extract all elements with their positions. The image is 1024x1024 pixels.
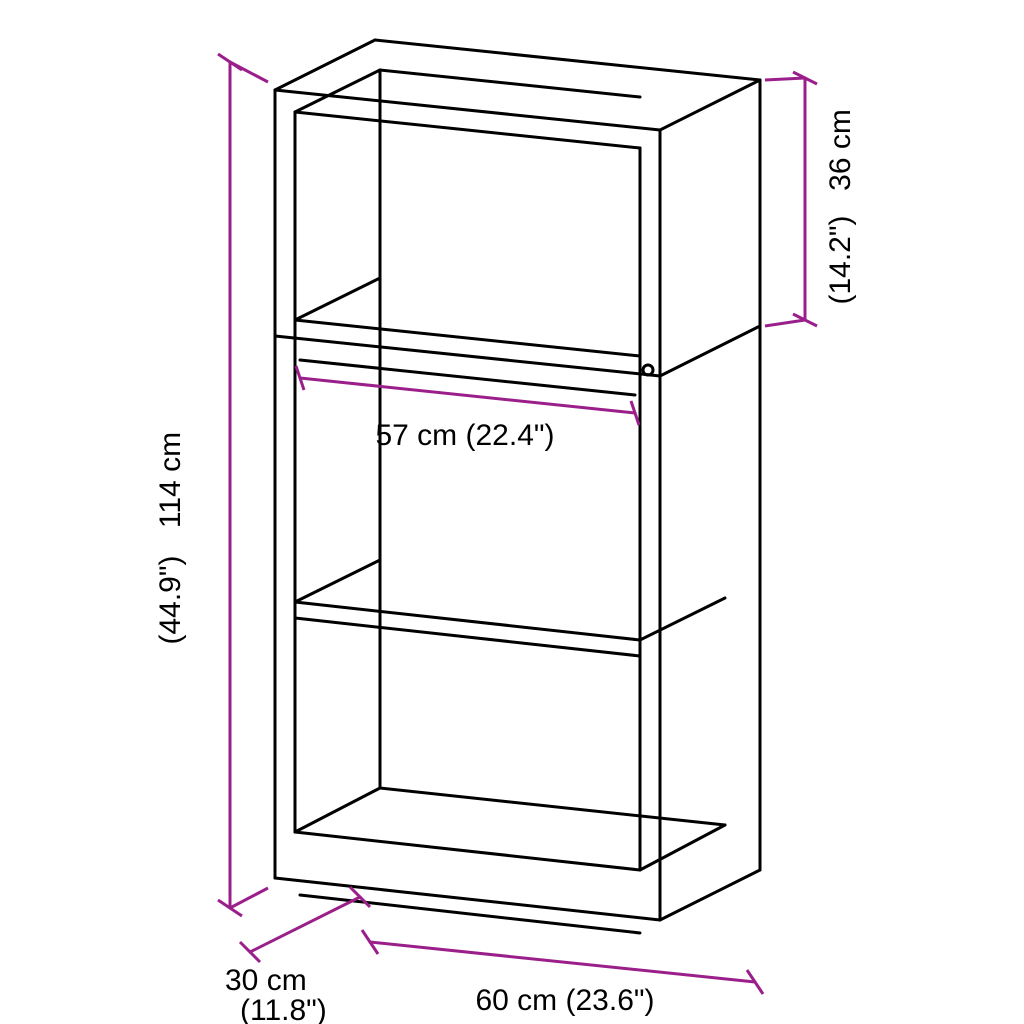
dimension-diagram: 114 cm (44.9") 36 cm (14.2") 57 cm (22.4… [0, 0, 1024, 1024]
dim-height [218, 54, 268, 916]
dimension-labels: 114 cm (44.9") 36 cm (14.2") 57 cm (22.4… [154, 109, 857, 1024]
label-top-cm: 36 cm [824, 109, 857, 191]
label-height-cm: 114 cm [154, 432, 187, 528]
dimension-lines [218, 54, 817, 994]
label-depth-in: (11.8") [240, 994, 327, 1024]
label-depth-cm: 30 cm [225, 964, 307, 997]
dim-depth [240, 887, 370, 962]
label-inner: 57 cm (22.4") [375, 419, 554, 452]
cabinet-outline [275, 40, 760, 933]
label-top-in: (14.2") [824, 215, 857, 304]
dim-top-section [765, 72, 817, 326]
label-height-in: (44.9") [154, 555, 187, 644]
dim-inner-width [296, 366, 639, 425]
label-width: 60 cm (23.6") [475, 984, 654, 1017]
